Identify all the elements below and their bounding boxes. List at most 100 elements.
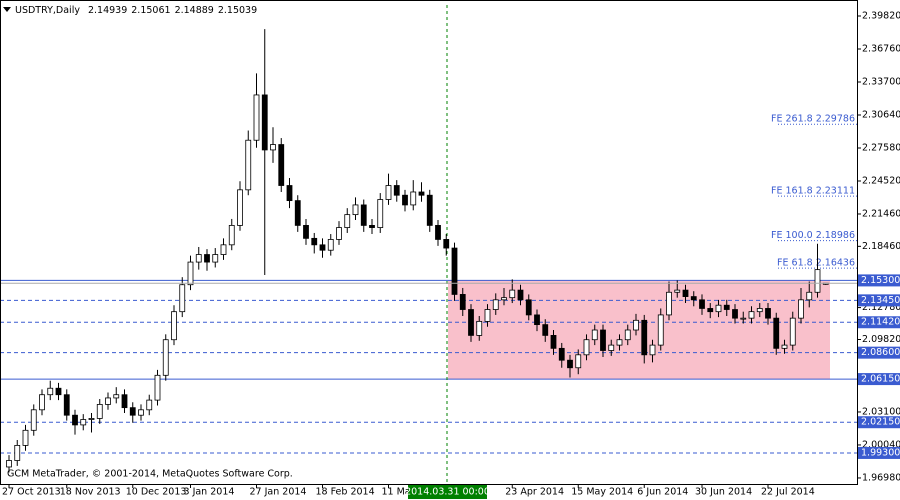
candle-body	[253, 94, 260, 141]
candle-body	[154, 374, 161, 401]
candle-body	[740, 317, 747, 320]
candle-body	[294, 200, 301, 226]
y-tick-label: 2.27580	[862, 142, 900, 153]
candle-body	[459, 294, 466, 310]
candle-body	[63, 394, 70, 416]
ohlc-open: 2.14939	[88, 5, 127, 16]
candle-body	[641, 319, 648, 356]
menu-arrow[interactable]	[3, 7, 11, 12]
candle-body	[789, 317, 796, 346]
candle-body	[30, 409, 37, 431]
candle-body	[558, 347, 565, 361]
candle-body	[682, 289, 689, 297]
candle-body	[162, 339, 169, 376]
y-tick-label: 2.00040	[862, 439, 900, 450]
x-tick-label: 27 Oct 2013	[2, 487, 61, 498]
candle-body	[39, 394, 45, 411]
y-tick-label: 2.24520	[862, 175, 900, 186]
candle-body	[781, 344, 788, 349]
candle-body	[179, 284, 186, 313]
candle-body	[327, 239, 334, 251]
x-tick-label: 18 Nov 2013	[60, 487, 121, 498]
candle-body	[517, 289, 524, 301]
candle-body	[311, 237, 318, 246]
candle-body	[806, 291, 813, 301]
plot-area: FE 261.8 2.29786 FE 161.8 2.23111 FE 100.0…	[0, 5, 857, 484]
candle-body	[773, 317, 780, 349]
time-marker-label: 2014.03.31 00:00	[405, 487, 490, 498]
candle-body	[88, 418, 95, 420]
candle-body	[451, 247, 458, 295]
candle-body	[756, 308, 763, 313]
level-label-box	[858, 373, 900, 386]
level-label: 1.99300	[861, 447, 900, 458]
x-tick-label: 22 Jul 2014	[761, 487, 815, 498]
candle-body	[657, 314, 664, 346]
candle-body	[80, 419, 87, 426]
copyright: GCM MetaTrader, © 2001-2014, MetaQuotes …	[7, 469, 293, 480]
level-label-box	[858, 346, 900, 359]
candle-body	[715, 304, 722, 313]
y-tick-label: 2.03100	[862, 406, 900, 417]
candle-body	[525, 299, 532, 316]
candle-body	[492, 299, 499, 310]
candle-body	[567, 359, 573, 369]
candle-body	[303, 225, 309, 239]
candle-body	[377, 199, 384, 228]
candle-body	[138, 409, 144, 416]
candle-body	[146, 399, 153, 411]
candle-body	[286, 185, 293, 202]
candle-body	[121, 394, 128, 409]
candle-body	[624, 329, 631, 341]
fe-label: FE 61.8 2.16436	[777, 258, 855, 269]
y-tick-label: 2.09820	[862, 334, 900, 345]
candle-body	[600, 329, 606, 351]
candle-body	[550, 335, 557, 349]
candle-body	[393, 185, 400, 196]
candle-body	[105, 397, 111, 405]
x-tick-label: 6 Jun 2014	[637, 487, 688, 498]
candle-body	[344, 214, 351, 228]
candle-body	[418, 191, 425, 196]
candle-body	[245, 139, 252, 191]
candle-body	[204, 254, 210, 263]
candle-body	[748, 311, 755, 319]
candle-body	[616, 339, 623, 346]
candle-body	[723, 304, 730, 310]
candle-body	[369, 225, 375, 228]
symbol: USDTRY,Daily	[15, 5, 80, 16]
y-tick-label: 2.12780	[862, 302, 900, 313]
candle-body	[129, 407, 136, 416]
candle-body	[699, 299, 705, 309]
candle-body	[47, 387, 54, 396]
candle-body	[674, 289, 681, 293]
candle-body	[212, 254, 219, 263]
plot-frame	[0, 0, 858, 485]
candle-body	[443, 239, 450, 249]
candle-body	[814, 269, 821, 293]
candle-body	[360, 204, 367, 226]
candle-body	[220, 244, 227, 255]
y-tick-label: 2.21460	[862, 208, 900, 219]
candle-body	[426, 194, 433, 226]
candle-body	[171, 311, 177, 341]
fe-label: FE 161.8 2.23111	[771, 186, 855, 197]
candle-body	[707, 308, 714, 313]
candle-body	[278, 144, 285, 186]
candle-body	[410, 191, 417, 206]
time-marker-box	[408, 485, 487, 499]
level-label-box	[858, 316, 900, 329]
candle-body	[6, 460, 12, 468]
y-tick-label: 2.33700	[862, 76, 900, 87]
candle-body	[195, 254, 202, 263]
candle-body	[591, 329, 598, 341]
level-label-box	[858, 416, 900, 429]
candle-body	[113, 394, 120, 399]
y-tick-label: 2.36760	[862, 43, 900, 54]
level-label-box	[858, 274, 900, 287]
candle-body	[228, 225, 235, 246]
candle-body	[336, 227, 342, 240]
level-label: 2.15300	[861, 275, 900, 286]
candle-body	[765, 308, 771, 319]
